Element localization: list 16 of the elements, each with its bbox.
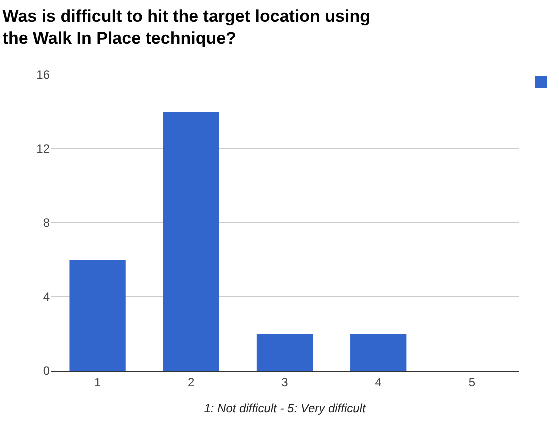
- x-axis-title: 1: Not difficult - 5: Very difficult: [204, 401, 366, 416]
- y-tick-label: 0: [43, 364, 50, 378]
- y-tick-label: 16: [36, 68, 50, 82]
- x-tick-label: 5: [468, 375, 476, 390]
- y-tick-label: 12: [36, 142, 50, 156]
- x-tick-label: 3: [282, 375, 289, 390]
- bar: [163, 112, 220, 371]
- y-tick-label: 8: [43, 216, 50, 230]
- y-tick-label: 4: [43, 290, 50, 304]
- bar: [350, 334, 407, 371]
- bar: [256, 334, 314, 371]
- bar: [70, 260, 126, 371]
- chart-title: Was is difficult to hit the target location using the Walk In Place technique?: [2, 7, 371, 48]
- x-tick-label: 4: [375, 375, 382, 390]
- x-tick-label: 2: [188, 375, 196, 390]
- x-tick-label: 1: [94, 375, 102, 390]
